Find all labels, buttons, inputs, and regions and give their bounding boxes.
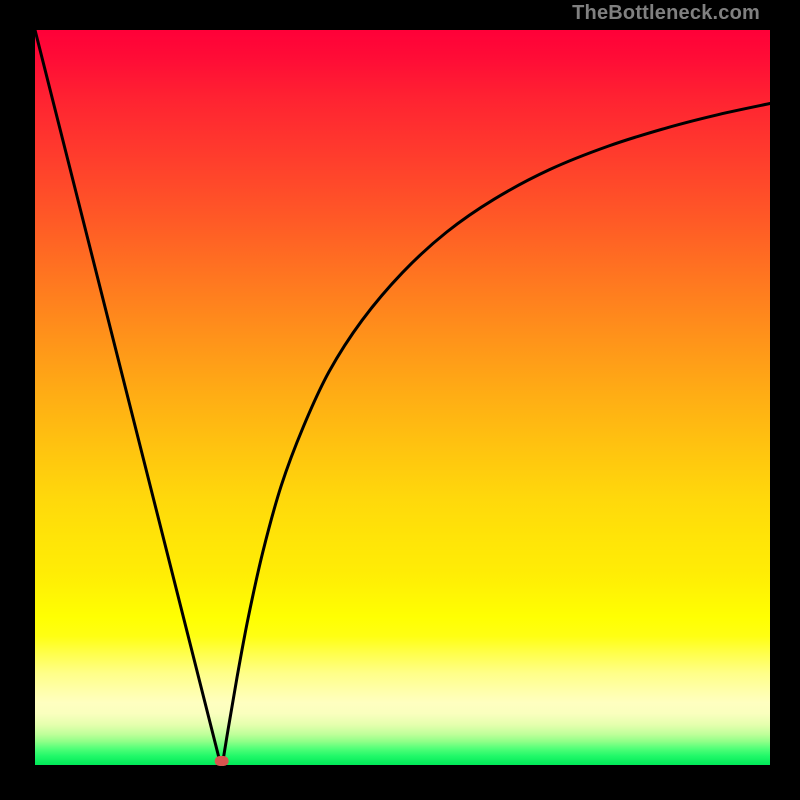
optimal-point-marker bbox=[215, 756, 229, 766]
bottleneck-chart: TheBottleneck.com bbox=[0, 0, 800, 800]
chart-svg bbox=[0, 0, 800, 800]
plot-area bbox=[35, 30, 770, 765]
watermark-label: TheBottleneck.com bbox=[572, 2, 760, 25]
